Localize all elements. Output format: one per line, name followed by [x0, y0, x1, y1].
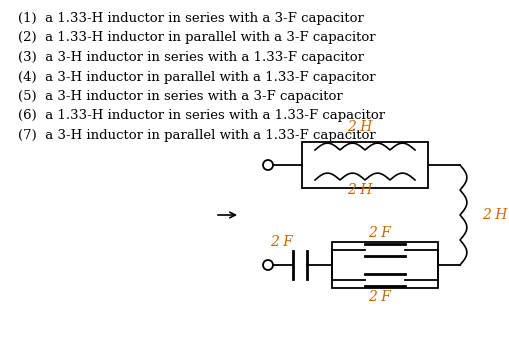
Text: (2)  a 1.33-H inductor in parallel with a 3-F capacitor: (2) a 1.33-H inductor in parallel with a… — [18, 31, 375, 45]
Text: (5)  a 3-H inductor in series with a 3-F capacitor: (5) a 3-H inductor in series with a 3-F … — [18, 90, 342, 103]
Text: (1)  a 1.33-H inductor in series with a 3-F capacitor: (1) a 1.33-H inductor in series with a 3… — [18, 12, 363, 25]
Text: (3)  a 3-H inductor in series with a 1.33-F capacitor: (3) a 3-H inductor in series with a 1.33… — [18, 51, 363, 64]
Text: 2 F: 2 F — [270, 235, 293, 249]
Text: 2 F: 2 F — [368, 226, 391, 240]
Text: (7)  a 3-H inductor in parallel with a 1.33-F capacitor: (7) a 3-H inductor in parallel with a 1.… — [18, 129, 375, 142]
Bar — [301, 142, 427, 188]
Text: 2 F: 2 F — [368, 290, 391, 304]
Text: (4)  a 3-H inductor in parallel with a 1.33-F capacitor: (4) a 3-H inductor in parallel with a 1.… — [18, 71, 375, 84]
Text: 2 H: 2 H — [347, 183, 372, 197]
Text: 2 H: 2 H — [347, 120, 372, 134]
Text: 2 H: 2 H — [481, 208, 506, 222]
Bar — [331, 242, 437, 288]
Text: (6)  a 1.33-H inductor in series with a 1.33-F capacitor: (6) a 1.33-H inductor in series with a 1… — [18, 109, 384, 122]
